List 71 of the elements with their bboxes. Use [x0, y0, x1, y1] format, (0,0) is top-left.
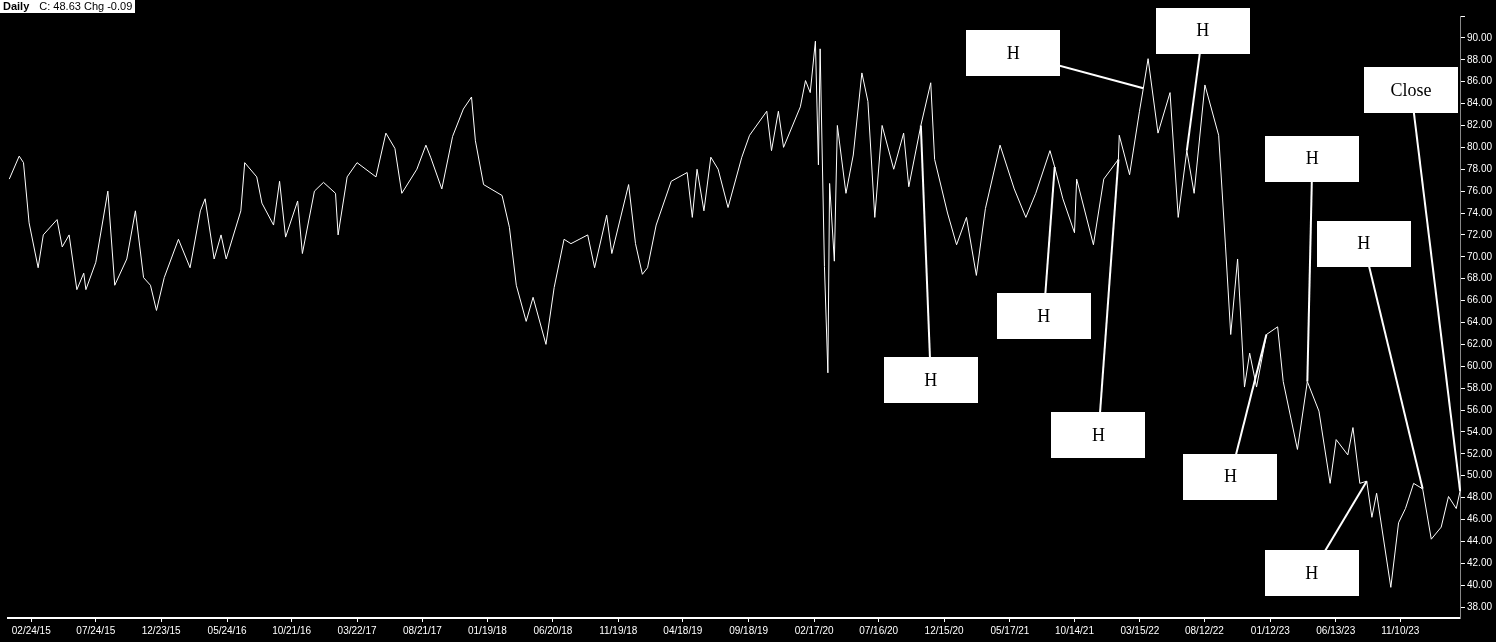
x-tick-label: 01/12/23	[1250, 624, 1291, 636]
chart-subtitle: C: 48.63 Chg -0.09	[39, 0, 133, 12]
x-tick-label: 02/24/15	[11, 624, 52, 636]
y-tick-label: 80.00	[1466, 141, 1493, 153]
y-tick-label: 84.00	[1466, 97, 1493, 109]
callout-box: H	[1264, 550, 1359, 597]
annotation: H	[1091, 424, 1105, 446]
y-tick-label: 90.00	[1466, 31, 1493, 43]
y-tick-label: 72.00	[1466, 228, 1493, 240]
y-tick-label: 54.00	[1466, 425, 1493, 437]
callout-box: H	[1155, 7, 1250, 54]
x-tick-label: 05/24/16	[207, 624, 247, 636]
chart-title: Daily	[3, 0, 30, 12]
y-tick-label: 58.00	[1466, 381, 1493, 393]
annotation: H	[1305, 148, 1319, 170]
callout-box: H	[1051, 412, 1146, 459]
y-tick-label: 62.00	[1466, 338, 1493, 350]
y-tick-label: 86.00	[1466, 75, 1493, 87]
x-tick-label: 06/20/18	[533, 624, 573, 636]
y-tick-label: 56.00	[1466, 403, 1493, 415]
x-tick-label: 10/14/21	[1055, 624, 1095, 636]
x-tick-label: 08/12/22	[1185, 624, 1225, 636]
y-tick-label: 40.00	[1466, 578, 1493, 590]
y-tick-label: 64.00	[1466, 316, 1493, 328]
annotation: H	[1305, 562, 1319, 584]
annotation: Close	[1390, 79, 1432, 101]
y-tick-label: 48.00	[1466, 491, 1493, 503]
x-tick-label: 09/18/19	[729, 624, 769, 636]
annotation: H	[1223, 466, 1237, 487]
x-tick-label: 08/21/17	[402, 624, 443, 636]
annotation: H	[924, 369, 938, 391]
y-tick-label: 60.00	[1466, 360, 1493, 371]
callout-box: H	[1265, 135, 1360, 182]
annotation: H	[1196, 20, 1210, 42]
x-tick-label: 12/15/20	[924, 624, 964, 636]
x-tick-label: 11/10/23	[1381, 624, 1420, 636]
callout-box: Close	[1364, 67, 1459, 114]
y-tick-label: 52.00	[1466, 447, 1493, 459]
y-tick-label: 66.00	[1466, 294, 1493, 306]
y-tick-label: 50.00	[1466, 469, 1493, 481]
y-tick-label: 44.00	[1466, 535, 1493, 547]
callout-box: H	[1316, 220, 1411, 267]
x-tick-label: 01/19/18	[467, 624, 508, 636]
x-tick-label: 07/16/20	[859, 624, 899, 636]
y-tick-label: 88.00	[1466, 53, 1493, 65]
callout-box: H	[883, 357, 978, 404]
annotation: H	[1006, 42, 1020, 64]
annotation: H	[1037, 305, 1051, 327]
y-tick-label: 74.00	[1466, 206, 1493, 218]
x-tick-label: 02/17/20	[794, 624, 834, 636]
y-tick-label: 70.00	[1466, 250, 1493, 262]
x-tick-label: 10/21/16	[272, 624, 312, 636]
x-tick-label: 05/17/21	[990, 624, 1030, 636]
y-tick-label: 76.00	[1466, 184, 1493, 196]
x-tick-label: 03/15/22	[1120, 624, 1160, 636]
x-tick-label: 06/13/23	[1316, 624, 1356, 636]
y-tick-label: 78.00	[1466, 162, 1493, 174]
x-tick-label: 07/24/15	[76, 624, 116, 636]
y-tick-label: 82.00	[1466, 119, 1493, 131]
y-tick-label: 38.00	[1466, 600, 1493, 612]
y-tick-label: 68.00	[1466, 272, 1493, 284]
x-tick-label: 04/18/19	[663, 624, 703, 636]
callout-box: H	[1183, 453, 1278, 500]
callout-box: H	[996, 293, 1091, 340]
y-tick-label: 42.00	[1466, 557, 1493, 569]
y-tick-label: 46.00	[1466, 513, 1493, 525]
x-tick-label: 11/19/18	[599, 624, 638, 636]
x-tick-label: 03/22/17	[337, 624, 377, 636]
annotation: H	[1357, 233, 1371, 255]
x-tick-label: 12/23/15	[141, 624, 182, 636]
callout-box: H	[966, 30, 1061, 77]
